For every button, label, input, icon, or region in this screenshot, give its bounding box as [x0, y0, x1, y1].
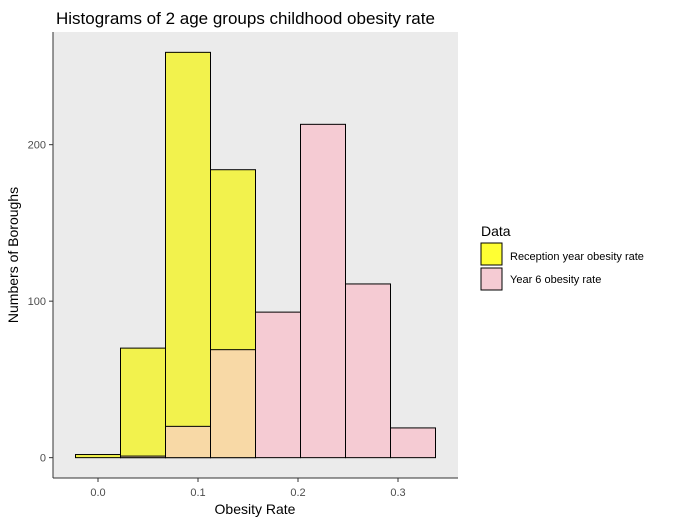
- bar-year6-4: [255, 311, 301, 459]
- bar-reception-0: [75, 454, 121, 459]
- y-tick-label-1: 100: [28, 296, 46, 308]
- bar-reception-2: [165, 51, 211, 459]
- x-axis-title: Obesity Rate: [215, 501, 296, 517]
- chart-title: Histograms of 2 age groups childhood obe…: [56, 9, 435, 28]
- legend-title: Data: [481, 223, 511, 239]
- bar-year6-7: [390, 427, 436, 459]
- x-tick-label-2: 0.2: [290, 487, 305, 499]
- y-tick-label-0: 0: [40, 453, 46, 465]
- legend-key-year6: [480, 267, 503, 291]
- legend: Data Reception year obesity rate Year 6 …: [480, 223, 644, 291]
- legend-key-reception: [480, 242, 503, 266]
- bar-year6-6: [345, 283, 391, 459]
- x-tick-label-3: 0.3: [390, 487, 405, 499]
- bar-reception-1: [120, 347, 166, 459]
- bar-year6-2: [165, 425, 211, 459]
- bar-year6-3: [210, 349, 256, 459]
- bar-year6-5: [300, 123, 346, 459]
- x-tick-label-1: 0.1: [190, 487, 205, 499]
- y-axis-title: Numbers of Boroughs: [5, 187, 21, 323]
- axes: 0.0 0.1 0.2 0.3 0 100 200: [28, 32, 458, 499]
- bar-year6-1: [120, 455, 166, 459]
- y-tick-label-2: 200: [28, 140, 46, 152]
- x-tick-label-0: 0.0: [90, 487, 105, 499]
- legend-label-year6: Year 6 obesity rate: [510, 274, 601, 286]
- histogram-bars: [75, 51, 436, 459]
- legend-label-reception: Reception year obesity rate: [510, 251, 644, 263]
